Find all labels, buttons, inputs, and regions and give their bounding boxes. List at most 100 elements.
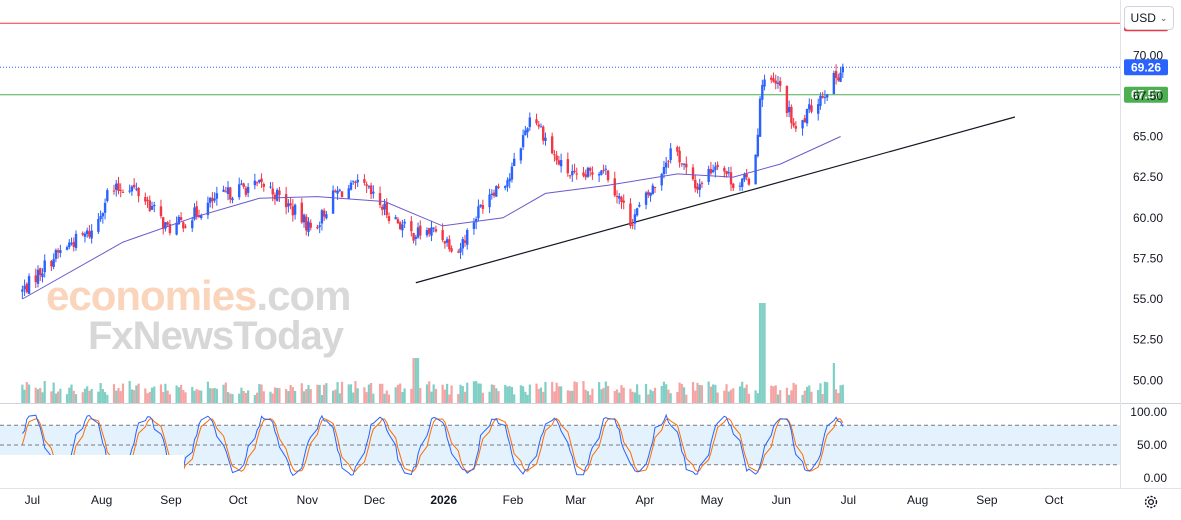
candle-body <box>41 273 44 278</box>
volume-bar <box>754 390 757 403</box>
volume-bar <box>443 389 446 403</box>
candle-body <box>597 174 601 176</box>
candle-body <box>725 171 728 175</box>
candle-body <box>383 203 386 210</box>
volume-bar <box>394 387 397 403</box>
volume-bar <box>121 383 125 403</box>
candle-body <box>772 78 775 82</box>
currency-selector[interactable]: USD ⌄ <box>1124 6 1174 30</box>
volume-bar <box>745 384 748 403</box>
volume-bar <box>356 388 359 403</box>
volume-bar <box>27 384 31 403</box>
candle-body <box>367 186 371 188</box>
candle-body <box>774 80 777 84</box>
volume-bar <box>712 384 715 403</box>
candle-body <box>528 117 532 128</box>
candle-body <box>175 222 178 235</box>
candle-body <box>488 194 491 208</box>
candle-body <box>34 275 37 283</box>
volume-bar <box>446 383 449 403</box>
candle-body <box>305 216 308 231</box>
candle-body <box>758 98 762 137</box>
candle-body <box>808 104 811 110</box>
level-tag <box>1124 59 1168 76</box>
candle-body <box>660 174 663 186</box>
trendline <box>415 116 1016 284</box>
volume-bar <box>539 387 543 403</box>
volume-bar <box>385 390 388 403</box>
candle-body <box>385 202 388 216</box>
volume-bar <box>222 384 225 403</box>
level-tag-label: 67.57 <box>1131 88 1161 102</box>
candle-body <box>432 227 435 229</box>
volume-bar <box>669 393 672 403</box>
candle-body <box>222 189 225 192</box>
candle-body <box>524 130 527 136</box>
candle-body <box>164 222 167 229</box>
volume-bar <box>226 392 230 403</box>
volume-bar <box>636 384 639 403</box>
time-tick-label: Oct <box>229 493 248 507</box>
volume-bar <box>647 394 650 403</box>
volume-bar <box>633 392 636 403</box>
candle-body <box>792 122 795 126</box>
volume-bar <box>25 382 28 403</box>
volume-bar <box>302 391 306 403</box>
volume-bar <box>770 385 773 403</box>
candle-body <box>21 289 24 292</box>
stoch-k-line <box>22 413 844 477</box>
volume-bar <box>555 382 558 403</box>
candle-body <box>334 190 337 192</box>
candle-body <box>711 169 715 173</box>
volume-bar <box>629 388 632 403</box>
volume-bar <box>776 394 780 403</box>
candle-body <box>146 199 149 201</box>
candle-body <box>153 204 156 207</box>
volume-bar <box>522 386 525 403</box>
volume-bar <box>763 303 766 403</box>
candle-body <box>260 178 263 183</box>
volume-bar <box>620 385 623 403</box>
candle-body <box>631 224 634 226</box>
candle-body <box>381 206 384 210</box>
candle-body <box>841 66 844 73</box>
volume-bar <box>524 391 527 403</box>
volume-bar <box>492 384 496 403</box>
candle-body <box>195 206 198 217</box>
volume-bar <box>606 385 610 403</box>
candle-body <box>322 210 326 217</box>
candle-body <box>135 188 138 190</box>
volume-bar <box>475 381 478 403</box>
volume-bar <box>57 391 60 403</box>
volume-bar <box>247 390 250 403</box>
volume-bar <box>410 388 413 403</box>
candle-body <box>542 126 545 141</box>
candle-body <box>638 204 641 207</box>
candle-body <box>150 206 154 210</box>
candle-body <box>365 184 368 186</box>
volume-bar <box>387 394 391 403</box>
volume-bar <box>600 389 603 403</box>
candle-body <box>825 94 829 98</box>
candle-body <box>320 210 324 224</box>
price-tick-label: 50.00 <box>1133 373 1163 387</box>
volume-bar <box>367 384 370 403</box>
candle-body <box>340 191 344 198</box>
candle-body <box>396 219 400 224</box>
time-tick-label: Dec <box>364 493 385 507</box>
candle-body <box>398 222 402 229</box>
gear-icon[interactable] <box>1141 492 1161 512</box>
volume-bar <box>260 384 263 403</box>
candle-body <box>434 229 438 232</box>
candle-body <box>586 167 590 177</box>
candle-body <box>68 242 71 248</box>
volume-bar <box>808 385 811 403</box>
volume-bar <box>320 394 324 403</box>
volume-bar <box>834 389 838 403</box>
candle-body <box>43 260 46 273</box>
candle-body <box>81 233 84 235</box>
volume-bar <box>106 394 109 403</box>
volume-bar <box>758 303 762 403</box>
candle-body <box>667 160 670 162</box>
